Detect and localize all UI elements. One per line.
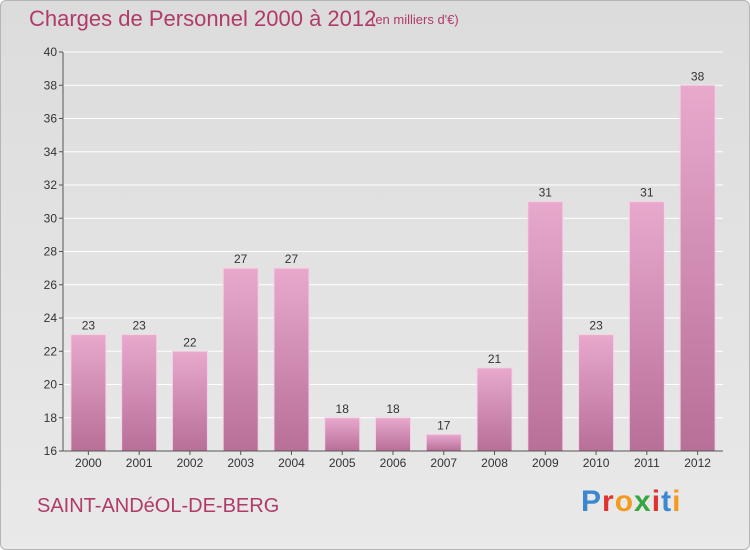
bar — [171, 350, 208, 452]
bar — [527, 201, 564, 452]
value-label: 17 — [437, 418, 451, 432]
x-tick-label: 2002 — [177, 456, 204, 470]
y-tick-label: 40 — [44, 45, 58, 59]
logo-letter: r — [602, 485, 615, 518]
logo-letter: i — [672, 485, 682, 518]
y-tick-label: 38 — [44, 78, 58, 92]
bars — [70, 84, 716, 452]
y-tick-label: 20 — [44, 378, 58, 392]
bar — [121, 334, 158, 452]
x-tick-label: 2001 — [126, 456, 153, 470]
chart-subtitle: (en milliers d'€) — [371, 12, 459, 27]
logo-letter: x — [634, 485, 652, 518]
value-label: 27 — [234, 252, 248, 266]
x-tick-label: 2006 — [380, 456, 407, 470]
x-tick-label: 2005 — [329, 456, 356, 470]
logo-letter: i — [651, 485, 662, 518]
value-label: 21 — [488, 352, 502, 366]
y-tick-label: 22 — [44, 344, 58, 358]
labels: 16 18 20 22 24 26 28 30 32 34 36 38 40 23 2000 23 2001 22… — [44, 45, 712, 470]
y-tick-label: 16 — [44, 444, 58, 458]
bar — [273, 267, 310, 452]
bar — [425, 433, 462, 452]
value-label: 22 — [183, 335, 197, 349]
y-tick-label: 32 — [44, 178, 58, 192]
bar — [222, 267, 259, 452]
x-tick-label: 2007 — [430, 456, 457, 470]
value-label: 18 — [336, 402, 350, 416]
y-tick-label: 36 — [44, 112, 58, 126]
value-label: 18 — [386, 402, 400, 416]
commune-name: SAINT-ANDéOL-DE-BERG — [37, 495, 280, 517]
value-label: 27 — [285, 252, 299, 266]
x-tick-label: 2012 — [684, 456, 711, 470]
y-tick-label: 18 — [44, 411, 58, 425]
y-tick-label: 28 — [44, 245, 58, 259]
bar — [628, 201, 665, 452]
y-tick-label: 26 — [44, 278, 58, 292]
bar — [578, 334, 615, 452]
value-label: 31 — [539, 186, 553, 200]
logo-letter: P — [581, 485, 603, 518]
y-tick-label: 34 — [44, 145, 58, 159]
value-label: 31 — [640, 186, 654, 200]
logo-letter: o — [614, 485, 635, 518]
value-label: 23 — [132, 319, 146, 333]
proxiti-logo: Proxiti — [581, 485, 681, 519]
bar — [679, 84, 716, 452]
bar — [375, 417, 411, 452]
bar — [70, 334, 107, 452]
logo-letter: t — [661, 485, 673, 518]
bar — [324, 417, 361, 452]
x-tick-label: 2009 — [532, 456, 559, 470]
value-label: 23 — [82, 319, 96, 333]
grid-lines — [63, 51, 723, 419]
y-tick-label: 24 — [44, 311, 58, 325]
bar — [476, 367, 513, 452]
x-tick-label: 2003 — [227, 456, 254, 470]
axes — [59, 51, 723, 455]
x-tick-label: 2000 — [75, 456, 102, 470]
value-label: 23 — [589, 319, 603, 333]
x-tick-label: 2004 — [278, 456, 305, 470]
chart-title: Charges de Personnel 2000 à 2012 — [29, 6, 377, 31]
x-tick-label: 2008 — [481, 456, 508, 470]
value-label: 38 — [691, 69, 705, 83]
x-tick-label: 2011 — [634, 456, 660, 470]
x-tick-label: 2010 — [583, 456, 610, 470]
y-tick-label: 30 — [44, 211, 58, 225]
